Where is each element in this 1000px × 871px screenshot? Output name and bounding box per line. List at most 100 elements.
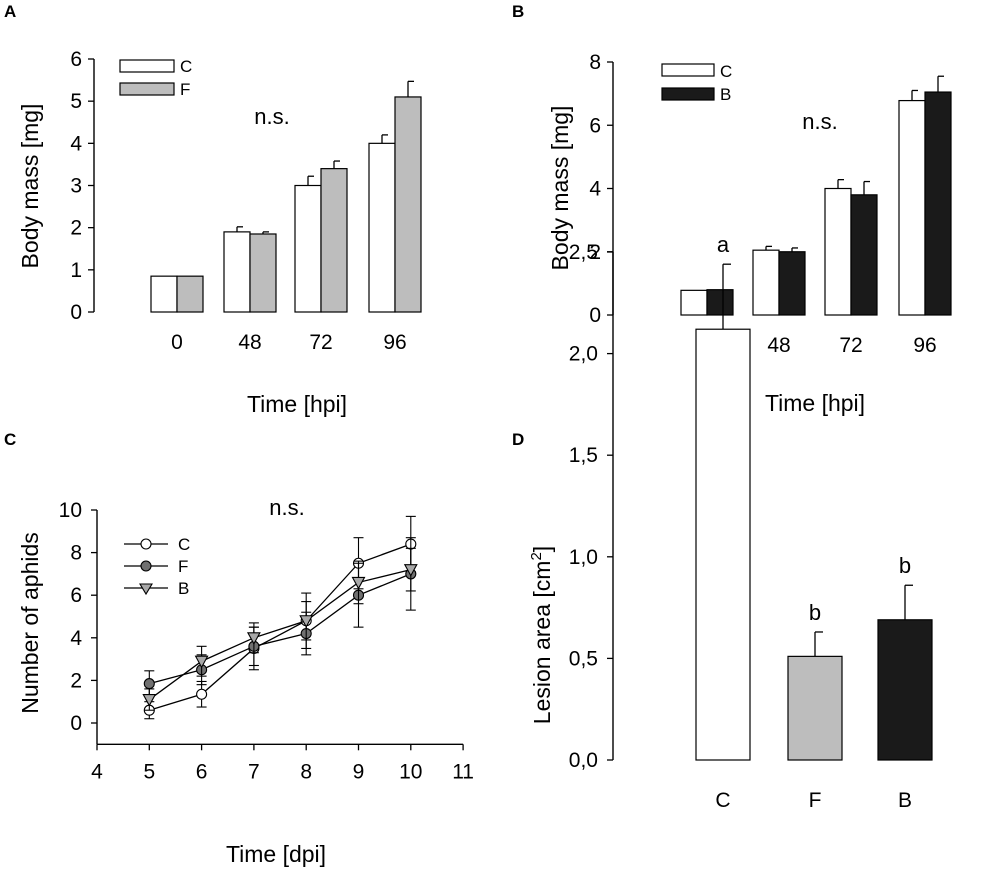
panel-c-xtick-label-4: 8	[300, 760, 312, 783]
panel-d-significance-letter-b: b	[899, 553, 911, 578]
panel-c-xtick-label-7: 11	[452, 760, 474, 783]
panel-c-ytick-label-2: 4	[70, 627, 82, 650]
panel-d-bar-b	[877, 619, 933, 761]
panel-c-ylabel: Number of aphids	[17, 532, 43, 714]
panel-a-xlabel: Time [hpi]	[247, 391, 347, 417]
panel-d-xtick-label-f: F	[809, 789, 822, 812]
panel-d-ylabel-superscript: 2	[528, 552, 545, 560]
panel-letter-a: A	[4, 2, 16, 21]
panel-c-legend: C F B	[124, 535, 190, 598]
panel-d-ylabel-text: Lesion area [cm	[529, 561, 555, 725]
panel-a-bar-c-72	[294, 184, 322, 313]
panel-c-point-b-5	[142, 694, 157, 707]
panel-a-bar-c-96	[368, 142, 396, 313]
panel-b-ytick-label-4: 8	[589, 51, 601, 74]
panel-b-xtick-label-1: 48	[767, 334, 790, 357]
panel-b-xtick-label-2: 72	[839, 334, 862, 357]
panel-a-ytick-label-3: 3	[70, 175, 82, 198]
panel-c-point-f-5	[143, 678, 155, 690]
panel-b-bar-c-0	[680, 289, 708, 316]
panel-c-ytick-label-4: 8	[70, 542, 82, 565]
panel-b-legend-swatch-b	[661, 87, 715, 101]
panel-a-xtick-label-3: 96	[383, 331, 406, 354]
panel-letter-d: D	[512, 430, 524, 449]
panel-a-ytick-label-4: 4	[70, 132, 82, 155]
panel-d-chart: Lesion area [cm2] 0,00,51,01,52,02,5 aCbF…	[528, 232, 933, 812]
panel-b-ytick-label-2: 4	[589, 178, 601, 201]
panel-c-point-b-10	[403, 564, 418, 577]
panel-a-legend-swatch-c	[119, 59, 175, 73]
panel-b-bar-b-48	[778, 251, 806, 316]
panel-b-bar-b-72	[850, 194, 878, 316]
panel-b-bar-c-96	[898, 99, 926, 316]
panel-a-legend: C F	[119, 57, 192, 99]
panel-a-ytick-label-5: 5	[70, 90, 82, 113]
panel-c-ytick-label-5: 10	[59, 499, 82, 522]
panel-d-bar-f	[787, 655, 843, 761]
panel-a-bar-f-0	[176, 275, 204, 313]
panel-b-bar-c-48	[752, 249, 780, 316]
panel-c-ytick-label-0: 0	[70, 712, 82, 735]
panel-a-ytick-label-6: 6	[70, 48, 82, 71]
panel-b-ylabel: Body mass [mg]	[547, 106, 573, 271]
panel-d-ytick-label-2: 1,0	[569, 546, 598, 569]
panel-c-legend-marker-c	[140, 538, 152, 550]
panel-a-legend-label-f: F	[180, 80, 190, 99]
panel-c-point-b-6	[194, 655, 209, 669]
panel-d-ytick-label-5: 2,5	[569, 241, 598, 264]
panel-a-bar-c-0	[150, 275, 178, 313]
panel-d-ytick-label-1: 0,5	[569, 647, 598, 670]
panel-c-legend-label-f: F	[178, 557, 188, 576]
panel-a-xtick-label-2: 72	[309, 331, 332, 354]
panel-a-legend-label-c: C	[180, 57, 192, 76]
panel-d-bar-c	[695, 328, 751, 761]
panel-c-ytick-label-3: 6	[70, 584, 82, 607]
panel-a-bar-f-48	[249, 233, 277, 313]
panel-b-legend-swatch-c	[661, 63, 715, 77]
panel-c-point-b-9	[351, 576, 366, 590]
panel-b-ytick-label-3: 6	[589, 114, 601, 137]
panel-b-legend-label-b: B	[720, 85, 731, 104]
panel-c-xtick-label-3: 7	[248, 760, 260, 783]
panel-a-ytick-label-2: 2	[70, 217, 82, 240]
panel-a-ylabel: Body mass [mg]	[17, 104, 43, 269]
panel-b-xlabel: Time [hpi]	[765, 390, 865, 416]
panel-c-legend-label-b: B	[178, 579, 189, 598]
panel-letter-b: B	[512, 2, 524, 21]
panel-b-ytick-label-0: 0	[589, 304, 601, 327]
panel-c-xtick-label-0: 4	[91, 760, 103, 783]
panel-b-bar-c-72	[824, 187, 852, 316]
panel-c-xtick-label-1: 5	[143, 760, 155, 783]
panel-b-bar-b-0	[706, 289, 734, 316]
panel-c-line-f	[149, 573, 412, 685]
panel-b-legend-label-c: C	[720, 62, 732, 81]
panel-c-legend-marker-b	[139, 583, 153, 596]
panel-d-xtick-label-b: B	[898, 789, 912, 812]
panel-c-point-b-8	[299, 615, 314, 628]
panel-a-chart: Body mass [mg] Time [hpi] n.s. C F 0 1 2 3 4…	[17, 48, 422, 417]
panel-b-ns-annotation: n.s.	[802, 109, 837, 134]
panel-a-bar-c-48	[223, 231, 251, 313]
panel-d-ytick-label-0: 0,0	[569, 749, 598, 772]
panel-b-ytick-label-1: 2	[589, 241, 601, 264]
panel-c-line-c	[149, 543, 412, 711]
panel-c-ns-annotation: n.s.	[269, 495, 304, 520]
panel-d-xtick-label-c: C	[715, 789, 730, 812]
panel-c-xtick-label-5: 9	[353, 760, 365, 783]
panel-a-xtick-label-1: 48	[238, 331, 261, 354]
panel-d-ylabel: Lesion area [cm2]	[528, 546, 555, 724]
panel-d-significance-letter-f: b	[809, 600, 821, 625]
panel-b-bar-b-96	[924, 91, 952, 316]
panel-c-line-b	[148, 569, 411, 701]
panel-a-ytick-label-0: 0	[70, 301, 82, 324]
panel-a-bar-f-96	[394, 96, 422, 313]
panel-a-ytick-label-1: 1	[70, 259, 82, 282]
panel-b-xtick-label-3: 96	[913, 334, 936, 357]
panel-a-bar-f-72	[320, 168, 348, 313]
panel-d-ylabel-close: ]	[529, 546, 555, 552]
panel-c-xlabel: Time [dpi]	[226, 841, 326, 867]
panel-c-point-c-6	[196, 688, 208, 700]
panel-c-legend-marker-f	[140, 560, 152, 572]
panel-letter-c: C	[4, 430, 16, 449]
